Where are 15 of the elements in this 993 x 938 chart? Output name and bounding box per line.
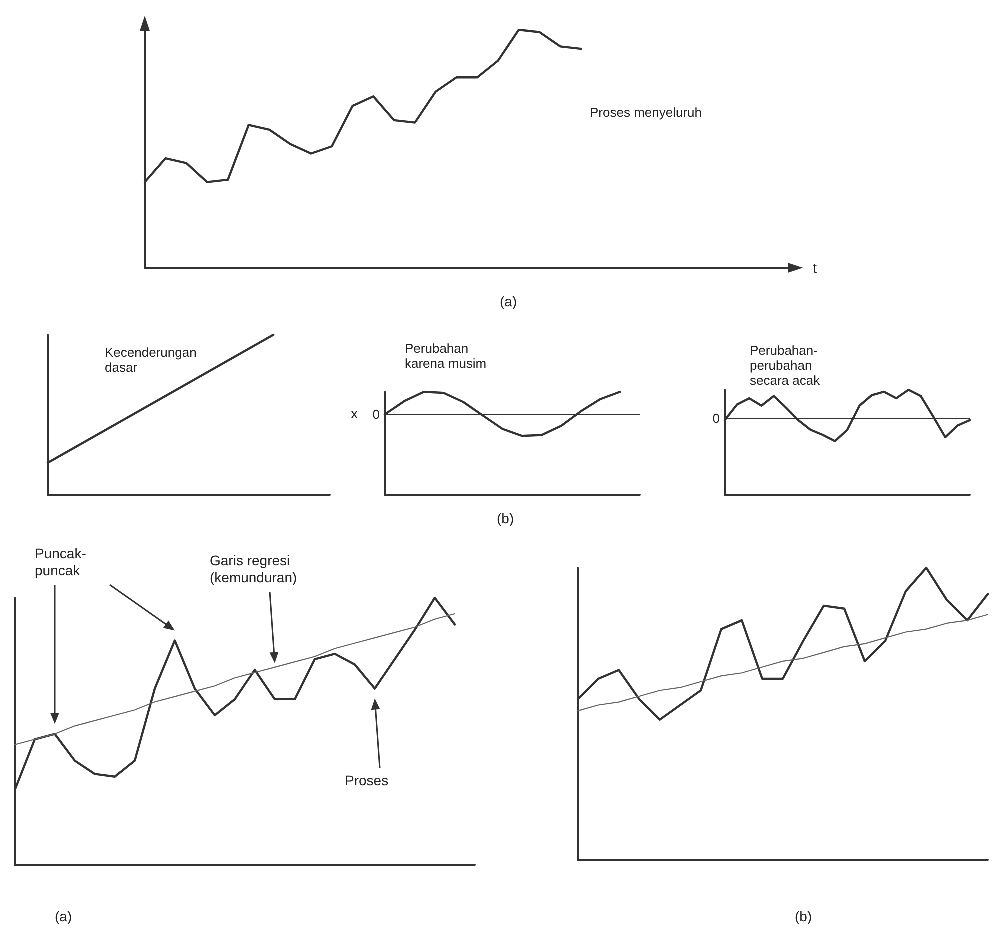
- text: Garis regresi (kemunduran): [210, 552, 298, 586]
- text: (a): [55, 908, 72, 924]
- chart-title: Perubahan- perubahan secara acak: [750, 343, 821, 388]
- ref-line-label: 0: [372, 407, 380, 422]
- text: (b): [795, 908, 812, 924]
- y-axis-title: x: [351, 406, 358, 422]
- text: (b): [497, 510, 514, 526]
- chart-title: Perubahan karena musim: [405, 341, 487, 371]
- text: Puncak- puncak: [35, 546, 87, 578]
- x-axis-title: t: [813, 260, 818, 276]
- annotation: Proses: [345, 772, 389, 788]
- text: (a): [500, 294, 518, 310]
- text: Kecenderungan dasar: [105, 345, 197, 375]
- ref-line-label: 0: [712, 410, 720, 426]
- text: Proses menyeluruh: [590, 105, 702, 120]
